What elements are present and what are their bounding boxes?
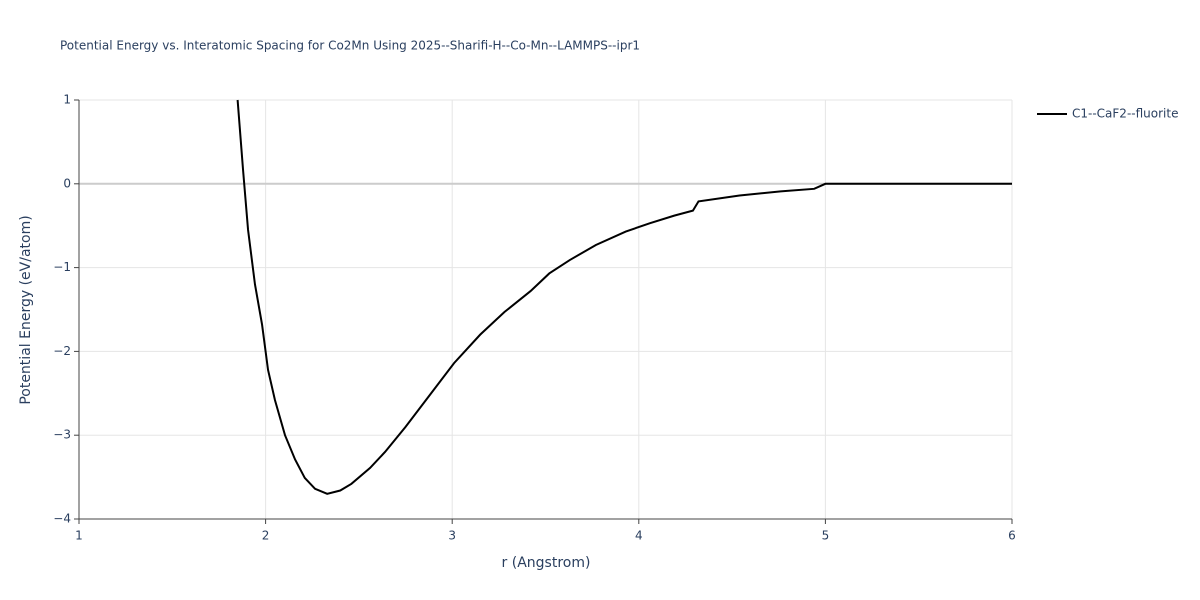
y-tick-label: −3 [53, 428, 71, 442]
x-tick-label: 1 [75, 529, 83, 543]
y-axis-label: Potential Energy (eV/atom) [18, 215, 34, 404]
x-tick-label: 4 [635, 529, 643, 543]
chart-title: Potential Energy vs. Interatomic Spacing… [60, 39, 640, 53]
y-tick-label: 0 [63, 176, 71, 190]
x-tick-label: 2 [262, 529, 270, 543]
x-axis-label: r (Angstrom) [502, 555, 591, 571]
x-tick-label: 3 [448, 529, 456, 543]
y-tick-label: −1 [53, 260, 71, 274]
x-tick-label: 6 [1008, 529, 1016, 543]
y-tick-label: −2 [53, 344, 71, 358]
x-tick-label: 5 [822, 529, 830, 543]
legend-label: C1--CaF2--fluorite [1072, 107, 1178, 121]
y-tick-label: −4 [53, 512, 71, 526]
data-line [236, 99, 1012, 495]
y-tick-label: 1 [63, 93, 71, 107]
